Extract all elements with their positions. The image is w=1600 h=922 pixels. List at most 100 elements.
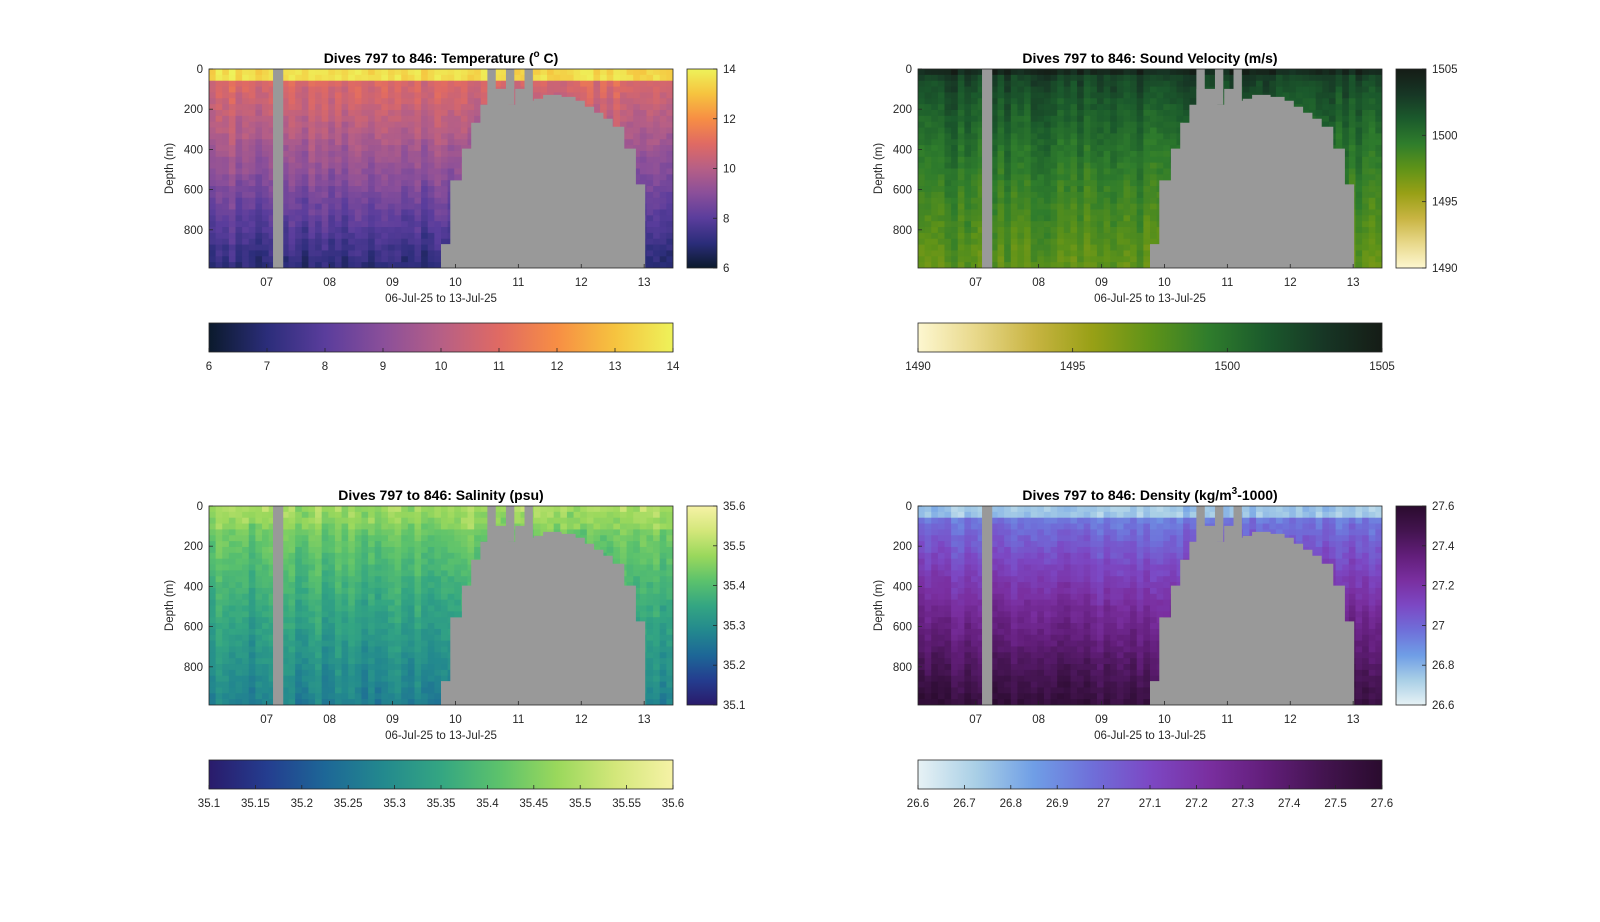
heatmap-cell bbox=[1031, 204, 1038, 210]
heatmap-cell bbox=[918, 250, 925, 256]
heatmap-cell bbox=[441, 174, 448, 180]
heatmap-cell bbox=[1084, 110, 1091, 116]
heatmap-cell bbox=[289, 198, 296, 204]
heatmap-cell bbox=[1097, 69, 1104, 75]
heatmap-cell bbox=[1090, 250, 1097, 256]
heatmap-cell bbox=[1130, 233, 1137, 239]
heatmap-cell bbox=[1150, 204, 1157, 210]
heatmap-cell bbox=[640, 151, 647, 157]
heatmap-cell bbox=[434, 157, 441, 163]
heatmap-cell bbox=[931, 116, 938, 122]
heatmap-cell bbox=[1163, 92, 1170, 98]
heatmap-cell bbox=[342, 174, 349, 180]
heatmap-cell bbox=[964, 204, 971, 210]
heatmap-cell bbox=[335, 180, 342, 186]
heatmap-cell bbox=[388, 186, 395, 192]
heatmap-cell bbox=[454, 92, 461, 98]
heatmap-cell bbox=[1057, 104, 1064, 110]
heatmap-cell bbox=[620, 87, 627, 93]
heatmap-cell bbox=[441, 157, 448, 163]
heatmap-cell bbox=[315, 92, 322, 98]
heatmap-cell bbox=[335, 116, 342, 122]
heatmap-cell bbox=[381, 250, 388, 256]
heatmap-cell bbox=[335, 157, 342, 163]
heatmap-cell bbox=[964, 157, 971, 163]
heatmap-cell bbox=[242, 110, 249, 116]
heatmap-cell bbox=[1183, 110, 1190, 116]
colorbar-bottom-tick-label: 8 bbox=[322, 361, 328, 373]
heatmap-cell bbox=[209, 576, 216, 582]
heatmap-cell bbox=[1051, 157, 1058, 163]
heatmap-cell bbox=[1150, 180, 1157, 186]
heatmap-cell bbox=[368, 198, 375, 204]
heatmap-cell bbox=[381, 227, 388, 233]
heatmap-cell bbox=[209, 133, 216, 139]
heatmap-cell bbox=[222, 180, 229, 186]
heatmap-cell bbox=[1322, 104, 1329, 110]
heatmap-cell bbox=[1143, 163, 1150, 169]
heatmap-cell bbox=[1249, 81, 1256, 87]
heatmap-cell bbox=[368, 215, 375, 221]
heatmap-cell bbox=[216, 215, 223, 221]
heatmap-cell bbox=[441, 92, 448, 98]
heatmap-cell bbox=[236, 169, 243, 175]
heatmap-cell bbox=[368, 133, 375, 139]
heatmap-cell bbox=[938, 69, 945, 75]
heatmap-cell bbox=[607, 75, 614, 81]
heatmap-cell bbox=[1044, 110, 1051, 116]
heatmap-cell bbox=[395, 204, 402, 210]
heatmap-cell bbox=[1031, 192, 1038, 198]
heatmap-cell bbox=[951, 122, 958, 128]
heatmap-cell bbox=[918, 180, 925, 186]
heatmap-cell bbox=[1090, 239, 1097, 245]
heatmap-cell bbox=[1051, 116, 1058, 122]
heatmap-cell bbox=[1316, 87, 1323, 93]
heatmap-cell bbox=[1084, 163, 1091, 169]
heatmap-cell bbox=[998, 157, 1005, 163]
heatmap-cell bbox=[964, 87, 971, 93]
heatmap-cell bbox=[1336, 116, 1343, 122]
heatmap-cell bbox=[1137, 204, 1144, 210]
heatmap-cell bbox=[666, 87, 673, 93]
heatmap-cell bbox=[1044, 122, 1051, 128]
heatmap-cell bbox=[653, 250, 660, 256]
heatmap-cell bbox=[335, 227, 342, 233]
heatmap-cell bbox=[951, 75, 958, 81]
heatmap-cell bbox=[335, 139, 342, 145]
heatmap-cell bbox=[633, 81, 640, 87]
heatmap-cell bbox=[1296, 69, 1303, 75]
heatmap-cell bbox=[295, 233, 302, 239]
heatmap-cell bbox=[216, 204, 223, 210]
heatmap-cell bbox=[328, 145, 335, 151]
heatmap-cell bbox=[348, 192, 355, 198]
heatmap-cell bbox=[1104, 116, 1111, 122]
colorbar-bottom-tick-label: 1500 bbox=[1215, 361, 1241, 373]
heatmap-cell bbox=[395, 87, 402, 93]
heatmap-cell bbox=[1064, 250, 1071, 256]
heatmap-cell bbox=[242, 69, 249, 75]
heatmap-cell bbox=[964, 227, 971, 233]
heatmap-cell bbox=[660, 198, 667, 204]
heatmap-cell bbox=[1296, 98, 1303, 104]
heatmap-cell bbox=[421, 256, 428, 262]
heatmap-cell bbox=[1329, 116, 1336, 122]
heatmap-cell bbox=[421, 157, 428, 163]
heatmap-cell bbox=[229, 221, 236, 227]
heatmap-cell bbox=[1296, 81, 1303, 87]
heatmap-cell bbox=[547, 69, 554, 75]
heatmap-cell bbox=[925, 245, 932, 251]
heatmap-cell bbox=[1362, 239, 1369, 245]
heatmap-cell bbox=[1064, 180, 1071, 186]
heatmap-cell bbox=[653, 145, 660, 151]
heatmap-cell bbox=[1044, 163, 1051, 169]
heatmap-cell bbox=[1097, 215, 1104, 221]
heatmap-cell bbox=[1004, 174, 1011, 180]
heatmap-cell bbox=[1276, 87, 1283, 93]
heatmap-cell bbox=[1223, 75, 1230, 81]
heatmap-cell bbox=[1051, 204, 1058, 210]
heatmap-cell bbox=[222, 635, 229, 641]
heatmap-cell bbox=[666, 245, 673, 251]
heatmap-cell bbox=[1362, 116, 1369, 122]
heatmap-cell bbox=[1362, 92, 1369, 98]
heatmap-cell bbox=[1017, 151, 1024, 157]
